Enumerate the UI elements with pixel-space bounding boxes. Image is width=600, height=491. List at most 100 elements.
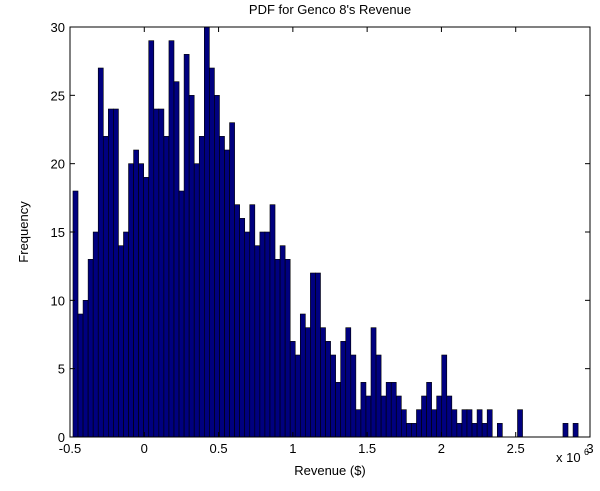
bar (365, 395, 372, 438)
bar (390, 382, 397, 438)
bar (385, 382, 392, 438)
bar (224, 149, 230, 438)
bar (87, 259, 94, 438)
bar (456, 423, 463, 438)
bar (330, 354, 336, 438)
x-tick-label: 1.5 (358, 441, 376, 456)
bar (279, 245, 286, 438)
bar (72, 190, 79, 438)
x-tick-label: 1 (289, 441, 296, 456)
bar (168, 40, 175, 438)
bar (239, 218, 246, 438)
x-tick-label: 0 (141, 441, 148, 456)
bar (138, 163, 144, 438)
bar (562, 423, 569, 438)
bar (496, 423, 503, 438)
bar (486, 409, 493, 438)
bar (198, 136, 205, 438)
bar (204, 26, 210, 438)
x-axis-label: Revenue ($) (294, 463, 366, 478)
bar (401, 409, 407, 438)
bar (102, 136, 109, 438)
bar (375, 354, 382, 438)
bar (214, 95, 220, 438)
x-tick-label: 3 (586, 441, 593, 456)
bar (153, 108, 160, 438)
x-tick-label: -0.5 (59, 441, 81, 456)
y-tick-label: 10 (51, 293, 65, 308)
bar (249, 204, 256, 438)
bar (269, 204, 276, 438)
y-tick-label: 30 (51, 20, 65, 35)
x-tick-label: 2 (438, 441, 445, 456)
bar (229, 122, 235, 438)
bar (284, 259, 291, 438)
bar (209, 67, 215, 438)
bar (188, 95, 195, 438)
bar (471, 423, 478, 438)
bar (315, 272, 321, 438)
y-axis-label: Frequency (16, 201, 31, 263)
bar (436, 395, 443, 438)
bar (305, 327, 311, 438)
bar (77, 313, 84, 438)
bar (158, 108, 165, 438)
bar (466, 409, 473, 438)
y-tick-label: 5 (58, 362, 65, 377)
bar (108, 108, 114, 438)
bar (123, 231, 129, 438)
bar (294, 354, 301, 438)
bar (340, 341, 347, 438)
y-tick-label: 20 (51, 157, 65, 172)
bar (289, 341, 296, 438)
bar (461, 409, 468, 438)
bar (421, 395, 427, 438)
x-tick-label: 2.5 (507, 441, 525, 456)
bar (380, 395, 387, 438)
bar (92, 231, 99, 438)
bar (572, 423, 579, 438)
bar (264, 231, 271, 438)
bar (148, 40, 155, 438)
bar (113, 108, 119, 438)
bar (178, 190, 185, 438)
bar (219, 136, 225, 438)
bar (254, 245, 261, 438)
bar (244, 231, 251, 438)
bar (193, 163, 200, 438)
bar (481, 423, 488, 438)
bar (143, 177, 150, 438)
bar (350, 354, 357, 438)
bar (82, 300, 89, 438)
bar (476, 409, 483, 438)
bar (426, 382, 432, 438)
bar (183, 54, 190, 438)
bar (320, 327, 326, 438)
bar (128, 163, 134, 438)
bar (441, 354, 448, 438)
y-tick-label: 15 (51, 225, 65, 240)
bar (310, 272, 316, 438)
x-exponent-power: 6 (584, 447, 589, 457)
bar (411, 423, 417, 438)
bar (274, 259, 281, 438)
bar (163, 136, 170, 438)
bar (173, 81, 180, 438)
bar (325, 341, 331, 438)
y-tick-label: 25 (51, 88, 65, 103)
bar (416, 409, 422, 438)
bar (517, 409, 523, 438)
bar (395, 395, 402, 438)
bar (446, 395, 453, 438)
bar (133, 149, 139, 438)
x-exponent-base: x 10 (556, 450, 581, 465)
bar (345, 327, 352, 438)
bar (299, 313, 306, 438)
chart-title: PDF for Genco 8's Revenue (249, 2, 411, 17)
bar (335, 382, 341, 438)
x-tick-label: 0.5 (210, 441, 228, 456)
bar (451, 409, 458, 438)
bar (234, 204, 240, 438)
bar (406, 423, 412, 438)
